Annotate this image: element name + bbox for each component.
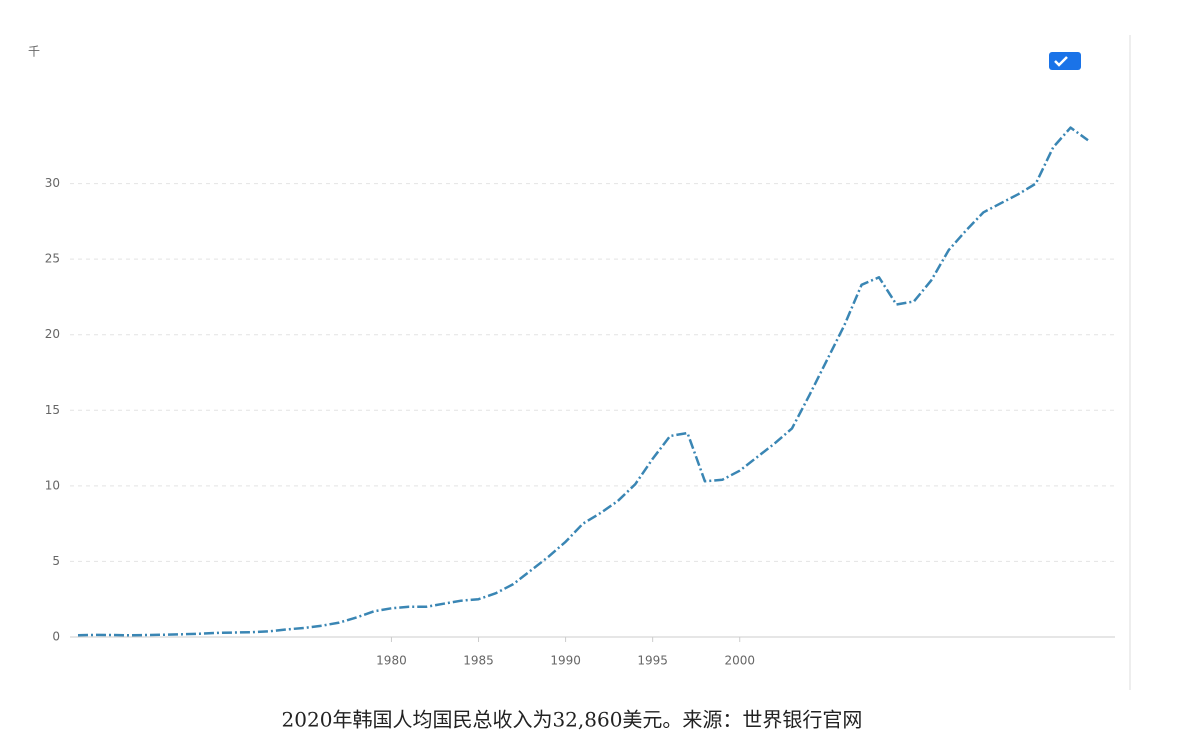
data-line bbox=[77, 126, 1089, 637]
y-tick-label: 0 bbox=[52, 630, 60, 644]
x-tick-label: 1990 bbox=[550, 654, 581, 668]
y-tick-label: 15 bbox=[45, 403, 60, 417]
y-tick-label: 5 bbox=[52, 554, 60, 568]
y-tick-label: 25 bbox=[45, 252, 60, 266]
y-unit-label: 千 bbox=[28, 45, 40, 59]
x-tick-label: 1985 bbox=[463, 654, 494, 668]
x-tick-label: 2000 bbox=[724, 654, 755, 668]
y-tick-label: 30 bbox=[45, 176, 60, 190]
x-tick-label: 1980 bbox=[376, 654, 407, 668]
x-tick-label: 1995 bbox=[637, 654, 668, 668]
caption: 2020年韩国人均国民总收入为32,860美元。来源：世界银行官网 bbox=[282, 708, 863, 732]
y-tick-label: 20 bbox=[45, 327, 60, 341]
y-tick-label: 10 bbox=[45, 478, 60, 492]
legend-icon bbox=[1049, 52, 1081, 70]
